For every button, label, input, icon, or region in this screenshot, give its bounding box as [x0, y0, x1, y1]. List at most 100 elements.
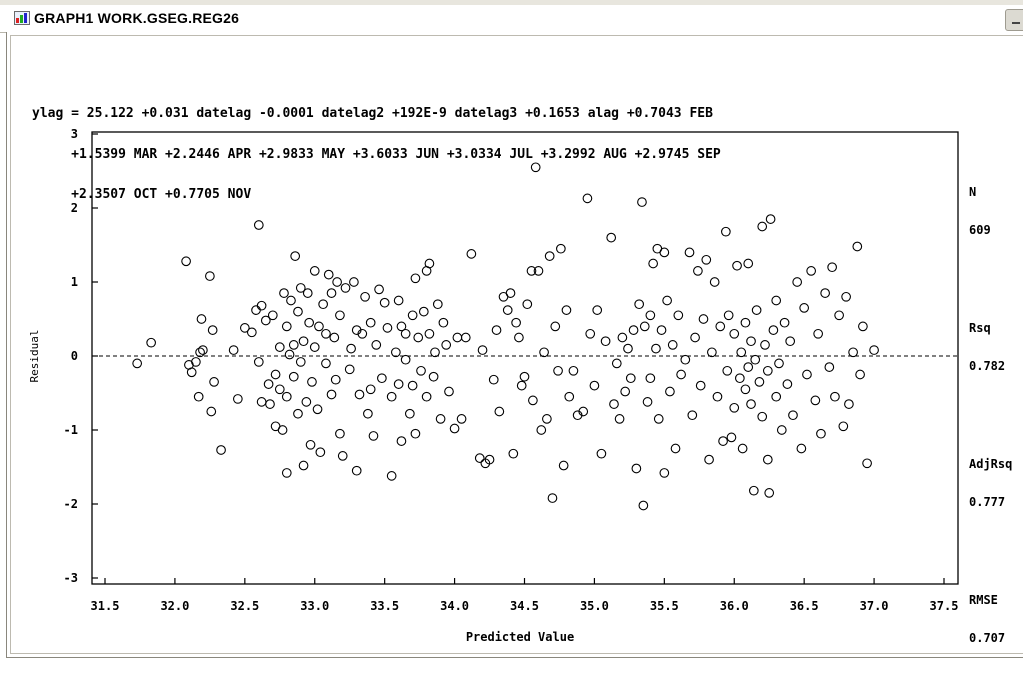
data-point	[400, 328, 411, 339]
data-point	[760, 340, 770, 350]
data-point	[263, 379, 274, 389]
data-point	[757, 221, 768, 232]
data-point	[659, 468, 670, 478]
x-tick-label: 37.5	[930, 599, 959, 613]
data-point	[246, 327, 257, 338]
sas-graph-icon	[14, 11, 30, 25]
data-point	[802, 369, 812, 380]
data-point	[404, 408, 415, 419]
data-point	[239, 323, 250, 333]
data-point	[568, 365, 579, 376]
data-point	[556, 243, 566, 254]
data-point	[335, 310, 345, 321]
data-point	[330, 374, 341, 385]
data-point	[332, 277, 342, 287]
data-point	[558, 460, 569, 471]
y-tick-label: -2	[64, 497, 78, 511]
stat-rsq-value: 0.782	[969, 358, 1006, 373]
data-point	[533, 266, 544, 276]
data-point	[508, 448, 519, 459]
data-point	[585, 328, 596, 339]
data-point	[216, 445, 226, 455]
data-point	[191, 357, 201, 367]
y-tick-label: -3	[64, 571, 78, 585]
data-point	[326, 389, 337, 400]
data-point	[844, 399, 854, 409]
data-point	[274, 384, 285, 395]
data-point	[326, 288, 337, 298]
data-point	[379, 297, 390, 308]
data-point	[834, 310, 844, 321]
data-point	[432, 299, 443, 310]
data-point	[830, 391, 840, 402]
data-point	[279, 288, 289, 298]
data-point	[634, 299, 645, 310]
x-tick-label: 36.5	[790, 599, 819, 613]
data-point	[726, 432, 737, 443]
data-point	[505, 288, 516, 298]
data-point	[820, 288, 830, 298]
data-point	[494, 406, 505, 417]
data-point	[449, 423, 460, 434]
y-tick-label: -1	[64, 423, 78, 437]
data-point	[771, 391, 782, 402]
data-point	[277, 425, 288, 435]
stat-rmse: RMSE 0.707	[969, 569, 1012, 669]
data-point	[852, 241, 863, 252]
minimize-button[interactable]	[1005, 9, 1023, 31]
data-point	[762, 365, 773, 376]
data-point	[386, 471, 397, 481]
y-tick-label: 3	[71, 127, 78, 141]
data-point	[695, 380, 706, 391]
data-point	[421, 391, 432, 402]
data-point	[736, 347, 747, 358]
data-point	[544, 251, 555, 261]
data-point	[596, 448, 607, 459]
data-point	[281, 468, 292, 478]
x-axis-label: Predicted Value	[466, 630, 574, 644]
data-point	[732, 260, 742, 271]
data-point	[309, 342, 320, 352]
stat-adjrsq: AdjRsq 0.777	[969, 433, 1012, 533]
data-point	[281, 321, 292, 332]
data-point	[452, 332, 463, 343]
x-tick-label: 33.0	[300, 599, 329, 613]
data-point	[709, 277, 720, 287]
data-point	[550, 321, 561, 332]
residual-plot: -3 -2 -1 0 1 2 3 31.5 32.0 32.5 33.0 33.5 34.0 34.5 35…	[28, 127, 959, 644]
data-point	[645, 373, 656, 384]
data-point	[701, 254, 712, 265]
equation-line-3: +2.3507 OCT +0.7705 NOV	[32, 187, 252, 202]
data-point	[511, 317, 521, 328]
data-point	[365, 384, 376, 395]
data-point	[684, 247, 695, 258]
data-point	[639, 321, 650, 332]
data-point	[625, 373, 636, 384]
data-point	[547, 493, 558, 503]
data-point	[704, 454, 714, 465]
data-point	[228, 345, 239, 355]
data-point	[746, 399, 756, 409]
data-point	[132, 358, 143, 369]
data-point	[181, 256, 191, 267]
data-point	[309, 266, 320, 276]
y-tick-label: 0	[71, 349, 78, 363]
x-tick-label: 32.5	[230, 599, 259, 613]
data-point	[416, 365, 426, 376]
data-point	[318, 299, 328, 310]
data-point	[564, 391, 575, 402]
data-point	[312, 404, 323, 415]
data-point	[321, 358, 331, 369]
data-point	[196, 314, 207, 324]
window-titlebar[interactable]: GRAPH1 WORK.GSEG.REG26	[0, 5, 1023, 33]
stat-n: N 609	[969, 161, 1012, 261]
data-point	[298, 460, 309, 471]
data-point	[270, 369, 281, 380]
x-tick-label: 33.5	[370, 599, 399, 613]
data-point	[323, 269, 334, 280]
plot-frame	[91, 131, 959, 585]
data-point	[393, 379, 404, 389]
data-point	[456, 414, 467, 424]
data-point	[288, 371, 299, 382]
data-point	[673, 310, 684, 321]
